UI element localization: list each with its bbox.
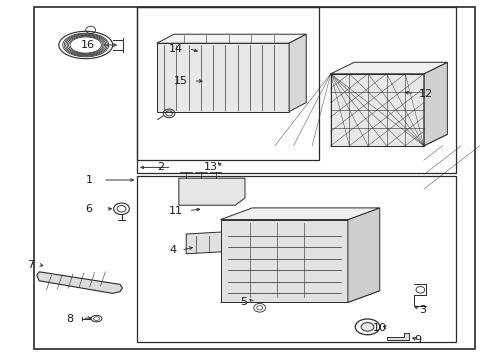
Text: 15: 15 xyxy=(174,76,188,86)
Text: 1: 1 xyxy=(86,175,93,185)
Text: 14: 14 xyxy=(169,44,183,54)
Polygon shape xyxy=(424,62,447,146)
Bar xyxy=(34,7,475,349)
Text: 6: 6 xyxy=(86,204,93,214)
Text: 9: 9 xyxy=(414,335,421,345)
Bar xyxy=(137,176,456,342)
Text: 7: 7 xyxy=(27,260,34,270)
Text: 3: 3 xyxy=(419,305,426,315)
Text: 4: 4 xyxy=(169,245,176,255)
Polygon shape xyxy=(331,74,424,146)
Polygon shape xyxy=(289,34,306,112)
Polygon shape xyxy=(387,333,409,340)
Polygon shape xyxy=(157,43,289,112)
Polygon shape xyxy=(220,291,380,302)
Polygon shape xyxy=(37,272,122,293)
Text: 11: 11 xyxy=(169,206,183,216)
Text: 13: 13 xyxy=(203,162,218,172)
Polygon shape xyxy=(157,34,306,43)
Polygon shape xyxy=(348,208,380,302)
Text: 12: 12 xyxy=(419,89,433,99)
Polygon shape xyxy=(220,220,348,302)
Polygon shape xyxy=(220,208,380,220)
Polygon shape xyxy=(179,178,245,205)
Text: 5: 5 xyxy=(240,297,247,307)
Polygon shape xyxy=(331,62,447,74)
Text: 8: 8 xyxy=(66,314,74,324)
Text: 16: 16 xyxy=(81,40,95,50)
Polygon shape xyxy=(331,134,447,146)
Text: 2: 2 xyxy=(157,162,164,172)
Bar xyxy=(137,7,456,173)
Ellipse shape xyxy=(361,323,374,331)
Bar xyxy=(137,7,318,160)
Text: 10: 10 xyxy=(372,323,387,333)
Polygon shape xyxy=(186,230,250,254)
